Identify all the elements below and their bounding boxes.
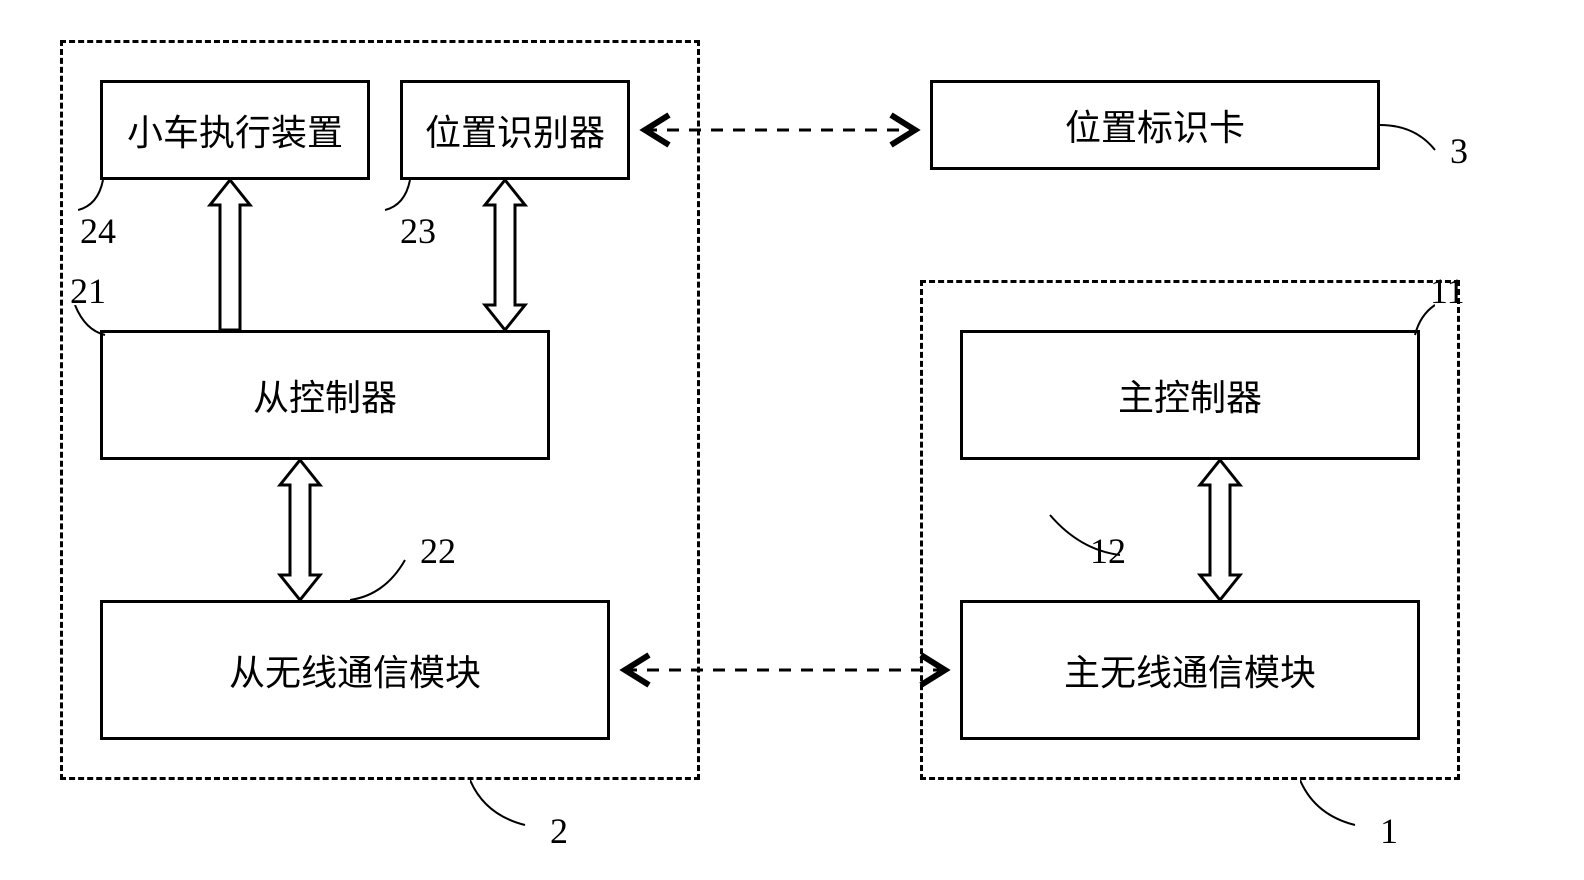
arrow-cart-to-slave (200, 180, 260, 330)
slave-controller-label: 从控制器 (253, 369, 397, 421)
label-1: 1 (1380, 810, 1398, 852)
master-wireless-box: 主无线通信模块 (960, 600, 1420, 740)
position-recognizer-box: 位置识别器 (400, 80, 630, 180)
position-card-label: 位置标识卡 (1065, 99, 1245, 151)
label-12: 12 (1090, 530, 1126, 572)
cart-executor-label: 小车执行装置 (127, 104, 343, 156)
position-card-box: 位置标识卡 (930, 80, 1380, 170)
callout-1 (1300, 780, 1370, 830)
cart-executor-box: 小车执行装置 (100, 80, 370, 180)
callout-2 (470, 780, 540, 830)
label-2: 2 (550, 810, 568, 852)
callout-3 (1380, 115, 1450, 155)
callout-11 (1365, 300, 1435, 340)
arrow-master-controller-wireless (1190, 460, 1250, 600)
slave-wireless-label: 从无线通信模块 (229, 644, 481, 696)
position-recognizer-label: 位置识别器 (425, 104, 605, 156)
arrow-slave-controller-wireless (270, 460, 330, 600)
slave-controller-box: 从控制器 (100, 330, 550, 460)
slave-wireless-box: 从无线通信模块 (100, 600, 610, 740)
label-24: 24 (80, 210, 116, 252)
arrow-recognizer-slave (475, 180, 535, 330)
label-3: 3 (1450, 130, 1468, 172)
arrow-slave-master-wireless (610, 650, 960, 690)
callout-22 (350, 555, 420, 605)
diagram-container: 小车执行装置 位置识别器 位置标识卡 从控制器 主控制器 从无线通信模块 主无线… (0, 0, 1584, 880)
label-21: 21 (70, 270, 106, 312)
label-11: 11 (1430, 270, 1465, 312)
master-controller-box: 主控制器 (960, 330, 1420, 460)
master-wireless-label: 主无线通信模块 (1064, 644, 1316, 696)
label-22: 22 (420, 530, 456, 572)
master-controller-label: 主控制器 (1118, 369, 1262, 421)
arrow-recognizer-card (630, 110, 930, 150)
label-23: 23 (400, 210, 436, 252)
